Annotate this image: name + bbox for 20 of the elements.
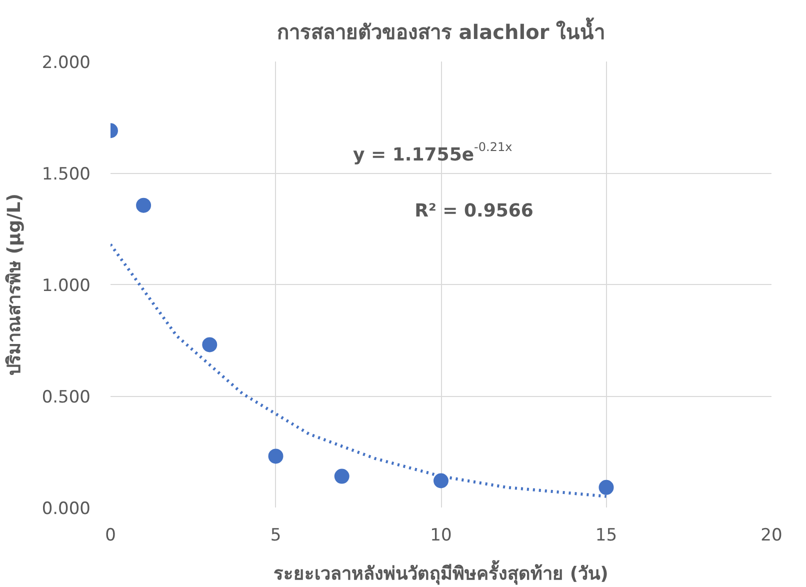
y-tick-label: 1.500: [42, 164, 91, 184]
point: [434, 473, 448, 488]
point: [136, 198, 152, 213]
chart-title: การสลายตัวของสาร alachlor ในน้ำ: [276, 17, 606, 44]
x-axis-title: ระยะเวลาหลังพ่นวัตถุมีพิษครั้งสุดท้าย (วัน): [274, 560, 608, 586]
point: [202, 337, 218, 352]
x-tick-label: 0: [105, 526, 116, 546]
x-tick-label: 15: [595, 526, 618, 546]
y-tick-label: 0.000: [42, 499, 91, 519]
y-tick-label: 0.500: [42, 388, 91, 408]
y-axis-title: ปริมาณสารพิษ (µg/L): [4, 194, 25, 376]
x-tick-label: 5: [270, 526, 282, 546]
point: [598, 480, 614, 495]
y-tick-label: 2.000: [42, 53, 91, 73]
x-tick-label: 20: [760, 526, 782, 546]
y-tick-label: 1.000: [42, 276, 91, 296]
annotation: R² = 0.9566: [414, 200, 534, 222]
point: [334, 468, 350, 484]
point: [268, 448, 284, 464]
x-tick-label: 10: [430, 526, 452, 546]
